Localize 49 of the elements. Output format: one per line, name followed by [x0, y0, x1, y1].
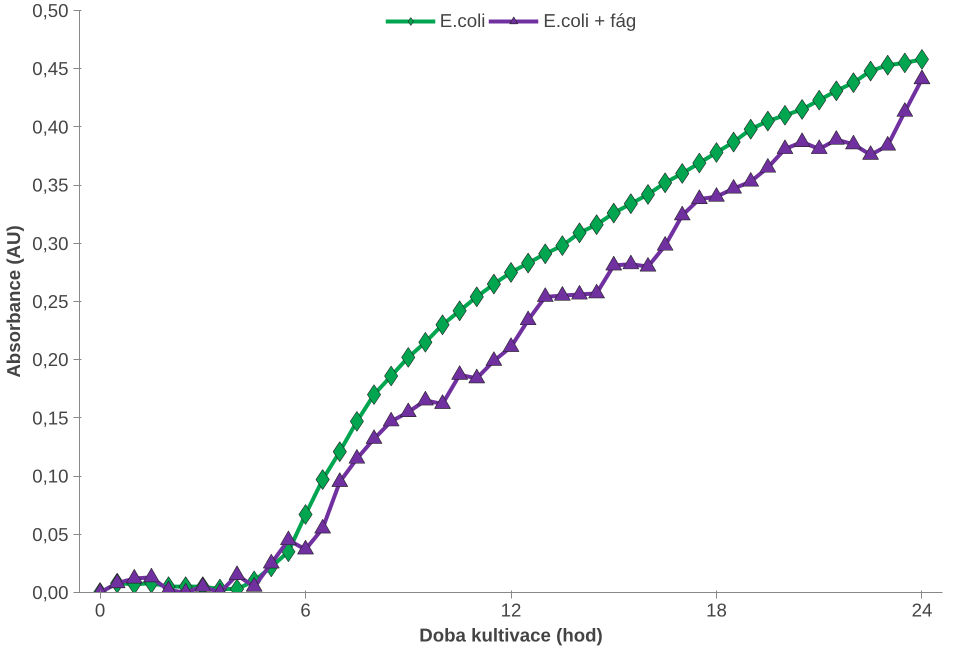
x-tick-label: 18 — [706, 600, 727, 620]
point — [486, 351, 502, 366]
point — [451, 365, 468, 380]
point — [468, 368, 486, 384]
point — [262, 554, 280, 568]
y-tick-label: 0,00 — [32, 582, 68, 603]
point — [246, 577, 262, 592]
y-tick-label: 0,35 — [32, 174, 68, 196]
point — [366, 429, 382, 444]
legend-label: E.coli — [440, 10, 486, 32]
y-tick-label: 0,30 — [32, 232, 68, 254]
y-tick-label: 0,45 — [32, 58, 68, 80]
point — [417, 390, 434, 406]
y-tick-label: 0,50 — [32, 0, 68, 21]
x-tick-label: 6 — [300, 600, 311, 620]
point — [536, 287, 554, 302]
point — [126, 568, 143, 584]
point — [143, 568, 160, 582]
point — [502, 337, 520, 352]
point — [108, 574, 126, 588]
point — [400, 402, 417, 417]
legend-label: E.coli + fág — [543, 10, 636, 32]
point — [640, 257, 656, 272]
point — [228, 566, 246, 580]
point — [331, 472, 348, 487]
x-tick-label: 24 — [912, 600, 932, 620]
x-axis-title: Doba kultivace (hod) — [419, 624, 603, 646]
x-tick-label: 12 — [500, 600, 522, 620]
point — [554, 286, 571, 301]
point — [622, 254, 640, 270]
point — [520, 310, 536, 326]
y-tick-label: 0,10 — [32, 466, 68, 487]
y-tick-label: 0,15 — [32, 407, 68, 428]
point — [605, 256, 622, 270]
y-tick-label: 0,25 — [32, 291, 68, 312]
point — [588, 284, 605, 298]
point — [656, 236, 674, 251]
point — [297, 540, 314, 554]
point — [348, 449, 366, 464]
point — [314, 518, 331, 534]
point — [382, 412, 400, 426]
y-axis-title: Absorbance (AU) — [3, 225, 24, 378]
x-tick-label: 0 — [94, 600, 106, 620]
y-tick-label: 0,20 — [32, 349, 68, 370]
point — [571, 284, 588, 300]
point — [434, 394, 451, 409]
point — [280, 530, 297, 546]
y-tick-label: 0,05 — [32, 524, 68, 545]
y-tick-label: 0,40 — [32, 116, 68, 138]
